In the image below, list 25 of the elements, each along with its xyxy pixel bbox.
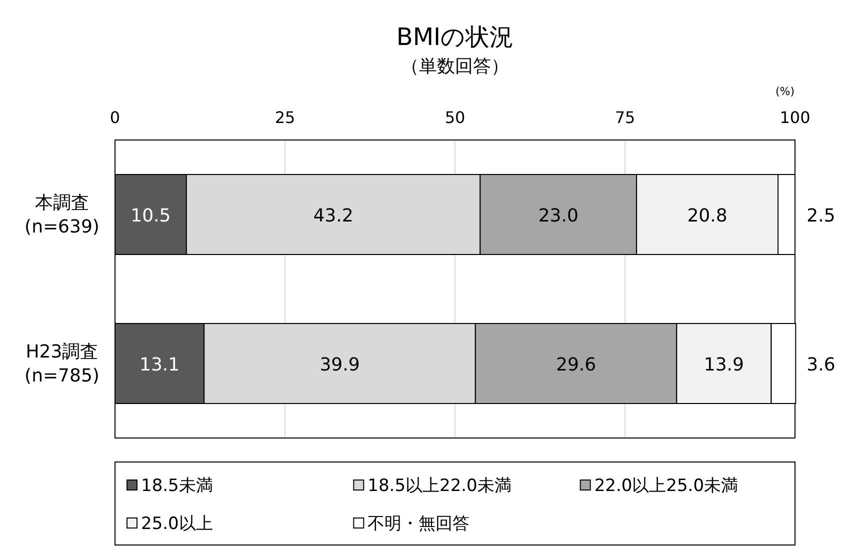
legend-label: 25.0以上 [141, 514, 213, 534]
data-label: 10.5 [130, 206, 171, 226]
x-tick-label: 75 [614, 108, 636, 127]
legend-label: 不明・無回答 [368, 514, 470, 534]
data-label: 3.6 [806, 354, 836, 376]
data-label: 2.5 [806, 206, 836, 226]
data-label: 13.1 [140, 354, 180, 376]
y-tick-label: 本調査 (n=639) [24, 192, 100, 238]
chart-title: BMIの状況 [396, 23, 514, 51]
data-label: 13.9 [704, 354, 744, 376]
x-tick-label: 25 [274, 108, 296, 127]
chart-subtitle: （単数回答） [401, 56, 509, 77]
data-label: 23.0 [538, 206, 578, 226]
legend-label: 18.5未満 [141, 476, 213, 496]
data-label: 43.2 [313, 206, 354, 226]
data-label: 39.9 [320, 354, 360, 376]
x-tick-label: 100 [780, 108, 810, 127]
x-axis-title: (%) [775, 85, 795, 98]
y-tick-label: H23調査 (n=785) [24, 342, 100, 386]
data-label: 20.8 [687, 206, 728, 226]
data-label: 29.6 [556, 354, 596, 376]
x-tick-label: 0 [110, 108, 120, 127]
x-tick-label: 50 [444, 108, 466, 127]
legend-label: 18.5以上22.0未満 [368, 476, 512, 496]
legend-label: 22.0以上25.0未満 [594, 476, 738, 496]
